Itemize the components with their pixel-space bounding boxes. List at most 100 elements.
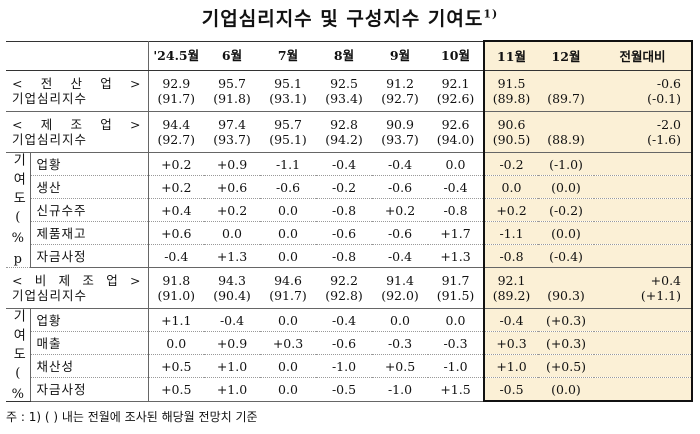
table-cell: (0.0) (538, 175, 594, 199)
non-manufacturing-contrib-label: 기여도(%p) (6, 308, 31, 402)
group-sublabel: 기업심리지수 (12, 132, 88, 147)
table-cell: -1.0 (428, 354, 484, 378)
table-cell: (-0.2) (538, 198, 594, 222)
table-cell: +0.2 (483, 198, 538, 222)
manufacturing-label: < 제 조 업 > 기업심리지수 (6, 111, 149, 153)
col-header: '24.5월 (148, 40, 204, 71)
table-cell: -0.3 (372, 331, 428, 355)
table-cell: +0.6 (148, 221, 204, 245)
table-cell (594, 244, 693, 268)
table-cell (594, 221, 693, 245)
table-cell: (89.7) (538, 70, 594, 112)
table-cell (594, 198, 693, 222)
all-industry-row: < 전 산 업 > 기업심리지수 92.9 (91.7) 95.7 (91.8) 9… (6, 70, 693, 112)
table-cell: (-0.4) (538, 244, 594, 268)
group-label: < 비 제 조 업 > (12, 273, 142, 288)
row-label: 매출 (30, 331, 149, 355)
table-cell (594, 308, 693, 332)
table-cell: +0.2 (148, 152, 204, 176)
table-row: 신규수주 +0.4 +0.2 0.0 -0.8 +0.2 -0.8 +0.2 (… (6, 198, 693, 222)
col-header: 10월 (428, 40, 484, 71)
table-cell: -0.4 (316, 152, 372, 176)
table-cell: 0.0 (372, 308, 428, 332)
table-cell: +0.3 (260, 331, 316, 355)
table-cell: (0.0) (538, 221, 594, 245)
table-cell: +0.4 (148, 198, 204, 222)
table-cell: -1.0 (372, 377, 428, 402)
table-cell: 0.0 (260, 308, 316, 332)
footnote: 주 : 1) ( ) 내는 전월에 조사된 해당월 전망치 기준 (6, 410, 258, 424)
table-cell: +0.3 (483, 331, 538, 355)
table-cell: -0.4 (148, 244, 204, 268)
row-label: 업황 (30, 152, 149, 176)
table-cell: -1.1 (483, 221, 538, 245)
manufacturing-row: < 제 조 업 > 기업심리지수 94.4 (92.7) 97.4 (93.7) 9… (6, 111, 693, 153)
table-cell (594, 152, 693, 176)
table-cell: 95.7 (95.1) (260, 111, 316, 153)
table-cell: 0.0 (260, 221, 316, 245)
table-cell: -0.4 (428, 175, 484, 199)
table-cell: 97.4 (93.7) (204, 111, 260, 153)
table-cell (594, 354, 693, 378)
col-header: 7월 (260, 40, 316, 71)
table-row: 자금사정 -0.4 +1.3 0.0 -0.8 -0.4 +1.3 -0.8 (… (6, 244, 693, 268)
table-cell: +0.6 (204, 175, 260, 199)
table-row: 매출 0.0 +0.9 +0.3 -0.6 -0.3 -0.3 +0.3 (+0… (6, 331, 693, 355)
table-cell: -0.6 (372, 221, 428, 245)
table-cell: +1.3 (428, 244, 484, 268)
table-cell: -0.8 (316, 198, 372, 222)
row-label: 신규수주 (30, 198, 149, 222)
table-cell: 90.6 (90.5) (483, 111, 538, 153)
table-cell: +0.5 (148, 377, 204, 402)
row-label: 생산 (30, 175, 149, 199)
table-cell: 91.5 (89.8) (483, 70, 538, 112)
table-row: 기여도(%p) 업황 +0.2 +0.9 -1.1 -0.4 -0.4 0.0 … (6, 152, 693, 268)
table-cell: +0.9 (204, 331, 260, 355)
table-cell: 0.0 (428, 308, 484, 332)
table-cell: 0.0 (260, 244, 316, 268)
table-cell: 0.0 (483, 175, 538, 199)
table-cell: +0.2 (204, 198, 260, 222)
table-cell: +0.5 (148, 354, 204, 378)
page-title: 기업심리지수 및 구성지수 기여도1) (0, 4, 700, 32)
table-cell: -0.6 (316, 221, 372, 245)
table-cell: (-1.0) (538, 152, 594, 176)
table-cell: +1.3 (204, 244, 260, 268)
manufacturing-contrib-label: 기여도(%p) (6, 152, 31, 268)
table-cell: (+0.5) (538, 354, 594, 378)
table-cell: +1.1 (148, 308, 204, 332)
table-cell: -0.6 (372, 175, 428, 199)
group-label: < 제 조 업 > (12, 117, 142, 132)
table-cell (594, 175, 693, 199)
table-cell: 0.0 (428, 152, 484, 176)
table-cell: 92.9 (91.7) (148, 70, 204, 112)
table-cell: 92.1 (89.2) (483, 267, 538, 309)
table-cell: -0.5 (316, 377, 372, 402)
table-cell: 94.6 (91.7) (260, 267, 316, 309)
all-industry-label: < 전 산 업 > 기업심리지수 (6, 70, 149, 112)
table-cell: +0.4 (+1.1) (594, 267, 693, 309)
table-cell: (88.9) (538, 111, 594, 153)
table-cell: 0.0 (260, 198, 316, 222)
table-row: 채산성 +0.5 +1.0 0.0 -1.0 +0.5 -1.0 +1.0 (+… (6, 354, 693, 378)
title-text: 기업심리지수 및 구성지수 기여도 (201, 8, 484, 30)
table-cell: (+0.3) (538, 308, 594, 332)
title-footnote-mark: 1) (483, 7, 499, 21)
row-label: 제품재고 (30, 221, 149, 245)
table-row: 제품재고 +0.6 0.0 0.0 -0.6 -0.6 +1.7 -1.1 (0… (6, 221, 693, 245)
table-cell: -0.4 (204, 308, 260, 332)
table-cell: -0.6 (-0.1) (594, 70, 693, 112)
table-cell: +0.5 (372, 354, 428, 378)
table-cell: 94.4 (92.7) (148, 111, 204, 153)
table-cell: 90.9 (93.7) (372, 111, 428, 153)
header-corner (6, 40, 149, 71)
table-cell: -0.4 (483, 308, 538, 332)
row-label: 채산성 (30, 354, 149, 378)
col-header: 11월 (483, 40, 538, 71)
table-row: 생산 +0.2 +0.6 -0.6 -0.2 -0.6 -0.4 0.0 (0.… (6, 175, 693, 199)
table-row: 기여도(%p) 업황 +1.1 -0.4 0.0 -0.4 0.0 0.0 -0… (6, 308, 693, 402)
table-row: 자금사정 +0.5 +1.0 0.0 -0.5 -1.0 +1.5 -0.5 (… (6, 377, 693, 402)
non-manufacturing-row: < 비 제 조 업 > 기업심리지수 91.8 (91.0) 94.3 (90.4)… (6, 267, 693, 309)
table-cell: -0.2 (483, 152, 538, 176)
row-label: 자금사정 (30, 244, 149, 268)
